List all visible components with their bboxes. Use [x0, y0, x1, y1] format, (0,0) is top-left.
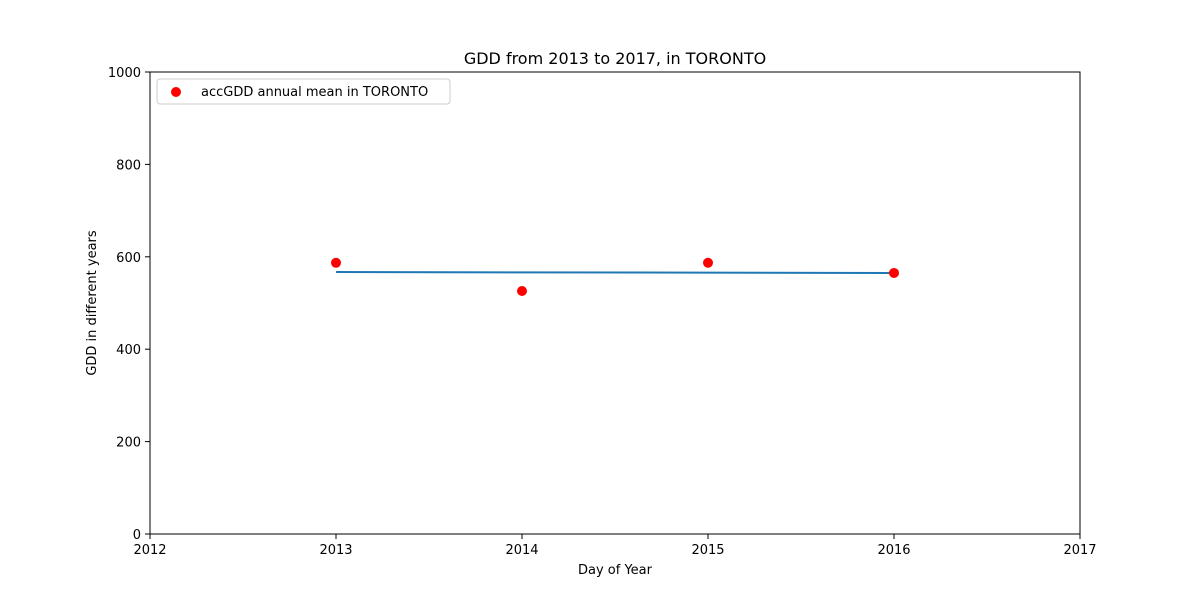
chart-title: GDD from 2013 to 2017, in TORONTO	[464, 49, 766, 68]
x-tick-label: 2016	[877, 543, 910, 558]
x-axis-ticks: 2012 2013 2014 2015 2016 2017	[133, 534, 1097, 558]
y-tick-label: 800	[116, 158, 141, 173]
x-tick-label: 2017	[1063, 543, 1096, 558]
data-point	[331, 257, 341, 268]
y-tick-label: 1000	[108, 66, 141, 81]
x-tick-label: 2013	[319, 543, 352, 558]
x-tick-label: 2014	[505, 543, 538, 558]
x-tick-label: 2012	[133, 543, 166, 558]
y-axis-ticks: 0 200 400 600 800 1000	[108, 66, 150, 543]
series-layer	[331, 257, 899, 296]
y-tick-label: 400	[116, 343, 141, 358]
data-point	[889, 267, 899, 278]
y-tick-label: 0	[133, 528, 141, 543]
y-tick-label: 600	[116, 251, 141, 266]
legend-box	[156, 78, 451, 105]
data-point	[517, 285, 527, 296]
legend: accGDD annual mean in TORONTO	[156, 78, 451, 105]
legend-marker	[171, 87, 181, 97]
plot-area-frame	[149, 71, 1081, 535]
data-point	[703, 257, 713, 268]
y-tick-label: 200	[116, 436, 141, 451]
trend-line	[335, 271, 895, 274]
y-axis-label: GDD in different years	[85, 230, 100, 376]
x-tick-label: 2015	[691, 543, 724, 558]
legend-label: accGDD annual mean in TORONTO	[201, 85, 428, 100]
x-axis-label: Day of Year	[578, 563, 653, 578]
